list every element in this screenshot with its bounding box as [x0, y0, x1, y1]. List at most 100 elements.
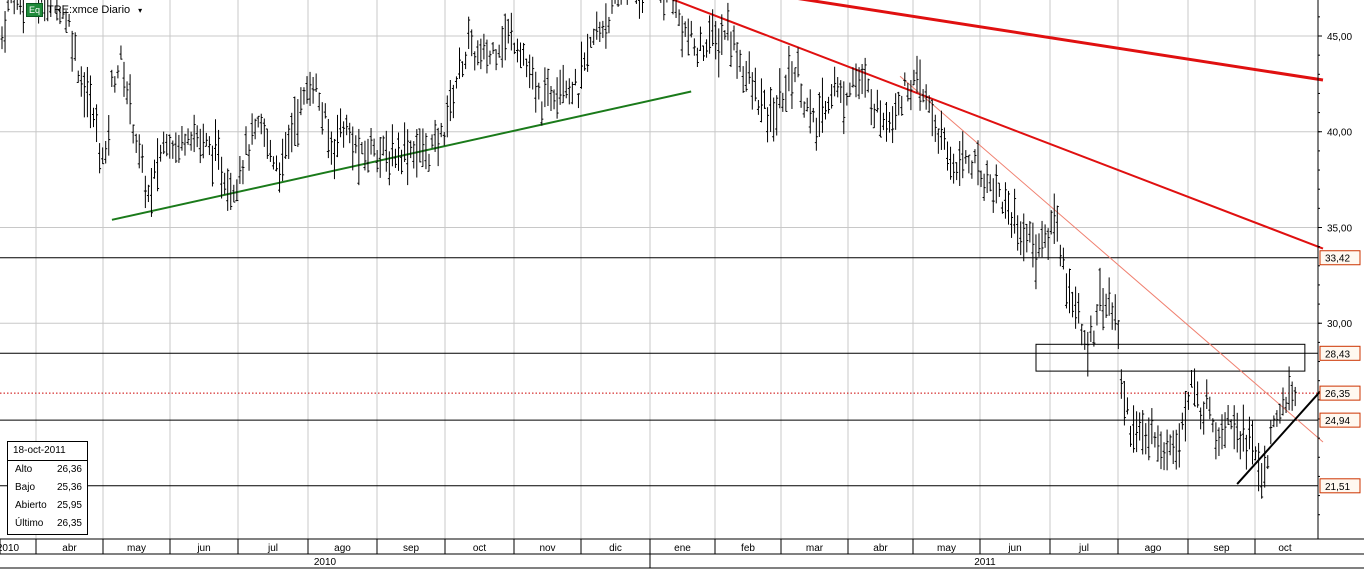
ohlc-bar [583, 52, 587, 71]
level-badge: 21,51 [1325, 482, 1350, 493]
ohlc-bar [827, 96, 831, 114]
info-row-low: Bajo 25,36 [15, 482, 82, 493]
ohlc-bar [939, 110, 943, 150]
ohlc-bar [162, 131, 166, 155]
ohlc-bar [137, 134, 141, 169]
ohlc-bar [692, 38, 696, 56]
ohlc-bar [427, 153, 431, 172]
ohlc-bar [723, 30, 727, 40]
x-month-label: ago [1145, 543, 1162, 554]
ohlc-bar [1196, 381, 1200, 408]
ohlc-bar [1284, 396, 1288, 413]
chart-header[interactable]: Eq TRE:xmce Diario ▾ [26, 3, 142, 17]
ohlc-bar [616, 0, 620, 7]
ohlc-bar [430, 134, 434, 149]
ohlc-bar [839, 80, 843, 104]
ohlc-bar [1202, 401, 1206, 435]
ohlc-bar [854, 63, 858, 98]
ohlc-bar [1238, 431, 1242, 460]
ohlc-bar [967, 154, 971, 174]
ohlc-bar [177, 134, 181, 163]
year-label: 2011 [974, 557, 996, 568]
ohlc-bar [174, 132, 178, 163]
ohlc-bar [1010, 212, 1014, 238]
ohlc-bar [1037, 233, 1041, 257]
ohlc-bar [738, 49, 742, 72]
level-badge-bg [1319, 345, 1361, 361]
ohlc-bar [1007, 190, 1010, 225]
ohlc-bar [305, 76, 309, 104]
ohlc-bar [119, 45, 123, 60]
ohlc-bar [1003, 182, 1007, 219]
ohlc-bar [677, 9, 681, 27]
ohlc-bar [241, 160, 245, 185]
ohlc-bar [95, 104, 99, 143]
ohlc-bar [875, 89, 879, 113]
ohlc-bar [259, 113, 263, 135]
ohlc-bar [1229, 419, 1233, 430]
ohlc-bars [0, 0, 1297, 499]
ohlc-bar [811, 107, 815, 123]
ohlc-bar [485, 39, 489, 74]
ohlc-bar [775, 95, 779, 136]
year-label: 2010 [314, 557, 337, 568]
ohlc-bar [642, 0, 644, 13]
chevron-down-icon[interactable]: ▾ [138, 5, 143, 15]
ohlc-bar [805, 97, 809, 112]
y-tick-label: 30,00 [1327, 319, 1352, 330]
ohlc-bar [140, 144, 144, 173]
ohlc-bar [1217, 427, 1221, 457]
ohlc-bar [1214, 422, 1218, 460]
ohlc-bar [354, 135, 358, 154]
x-month-label: abr [62, 543, 77, 554]
ohlc-bar [113, 76, 117, 93]
ohlc-bar [1104, 293, 1108, 318]
ohlc-bar [369, 128, 373, 155]
ohlc-bar [885, 102, 888, 142]
ohlc-bar [265, 128, 269, 159]
ohlc-bar [1141, 410, 1145, 455]
x-month-label: jun [196, 543, 210, 554]
ohlc-bar [418, 128, 422, 163]
last-price-badge: 26,35 [1325, 389, 1350, 400]
ohlc-bar [744, 60, 748, 92]
ohlc-bar [512, 42, 516, 55]
ohlc-bar [271, 156, 275, 170]
ohlc-bar [921, 89, 925, 103]
x-month-label: sep [403, 543, 420, 554]
ohlc-bar [1174, 429, 1178, 470]
level-badge: 24,94 [1325, 416, 1350, 427]
ohlc-bar [924, 84, 928, 110]
ohlc-bar [580, 41, 583, 89]
ohlc-bar [1083, 330, 1087, 350]
ohlc-bar [671, 0, 675, 15]
ohlc-bar [275, 155, 278, 172]
ohlc-bar [387, 151, 391, 186]
ohlc-bar [116, 65, 120, 79]
ohlc-bar [479, 38, 483, 70]
ohlc-bar [634, 0, 637, 4]
level-badge: 28,43 [1325, 349, 1350, 360]
x-month-label: jul [1078, 543, 1089, 554]
ohlc-bar [555, 77, 559, 119]
ohlc-bar [467, 16, 471, 49]
ohlc-bar [820, 77, 824, 133]
ohlc-bar [88, 75, 92, 129]
ohlc-bar [604, 3, 608, 49]
ohlc-bar [540, 101, 544, 126]
ohlc-bar [909, 80, 913, 111]
ohlc-bar [1074, 286, 1078, 329]
ohlc-bar [1028, 221, 1032, 243]
ohlc-bar [1220, 414, 1224, 450]
ohlc-bar [488, 50, 492, 65]
ohlc-bar [58, 7, 62, 25]
ohlc-bar [528, 54, 532, 89]
ohlc-bar [445, 95, 449, 138]
ohlc-bar [845, 92, 849, 106]
ohlc-bar [763, 89, 766, 109]
ohlc-bar [336, 114, 339, 158]
ohlc-bar [732, 25, 736, 51]
ohlc-bar [299, 87, 303, 116]
x-month-label: feb [741, 543, 755, 554]
ohlc-bar [866, 78, 870, 93]
